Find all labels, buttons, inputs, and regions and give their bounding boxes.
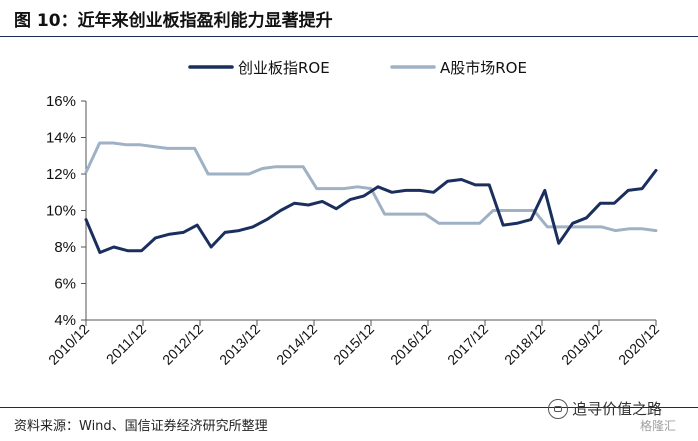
y-tick-label: 8% <box>54 239 76 256</box>
x-tick-label: 2018/12 <box>501 321 548 368</box>
x-tick-label: 2019/12 <box>558 321 605 368</box>
source-note: 资料来源：Wind、国信证券经济研究所整理 <box>14 419 268 434</box>
x-tick-label: 2020/12 <box>615 321 662 368</box>
y-tick-label: 4% <box>54 312 76 329</box>
chart-legend: 创业板指ROE A股市场ROE <box>188 59 527 77</box>
x-tick-label: 2015/12 <box>330 321 377 368</box>
line-chart: 4%6%8%10%12%14%16%2010/12 2011/12 2012/12 2… <box>45 59 662 368</box>
y-tick-label: 12% <box>46 166 76 183</box>
y-tick-label: 10% <box>46 203 76 220</box>
series-line-2 <box>84 141 658 233</box>
watermark: 追寻价值之路 <box>548 398 662 419</box>
legend-label: 创业板指ROE <box>238 59 330 77</box>
chart-axes: 4%6%8%10%12%14%16%2010/12 2011/12 2012/12 2… <box>45 93 662 368</box>
figure-title: 图 10：近年来创业板指盈利能力显著提升 <box>14 11 333 31</box>
x-tick-label: 2013/12 <box>216 321 263 368</box>
figure-title-bar: 图 10：近年来创业板指盈利能力显著提升 <box>0 0 698 37</box>
watermark-text: 追寻价值之路 <box>572 400 663 418</box>
legend-label: A股市场ROE <box>440 59 527 77</box>
y-tick-label: 14% <box>46 130 76 147</box>
logo-watermark: 格隆汇 <box>640 419 677 433</box>
chart-series-group <box>84 141 658 254</box>
footer-divider <box>0 407 698 408</box>
series-line-1 <box>84 168 658 254</box>
x-tick-label: 2014/12 <box>273 321 320 368</box>
wechat-icon <box>548 398 568 419</box>
x-tick-label: 2016/12 <box>387 321 434 368</box>
x-tick-label: 2011/12 <box>103 321 150 368</box>
x-tick-label: 2012/12 <box>159 321 206 368</box>
x-tick-label: 2017/12 <box>444 321 491 368</box>
y-tick-label: 16% <box>46 93 76 110</box>
y-tick-label: 6% <box>54 276 76 293</box>
